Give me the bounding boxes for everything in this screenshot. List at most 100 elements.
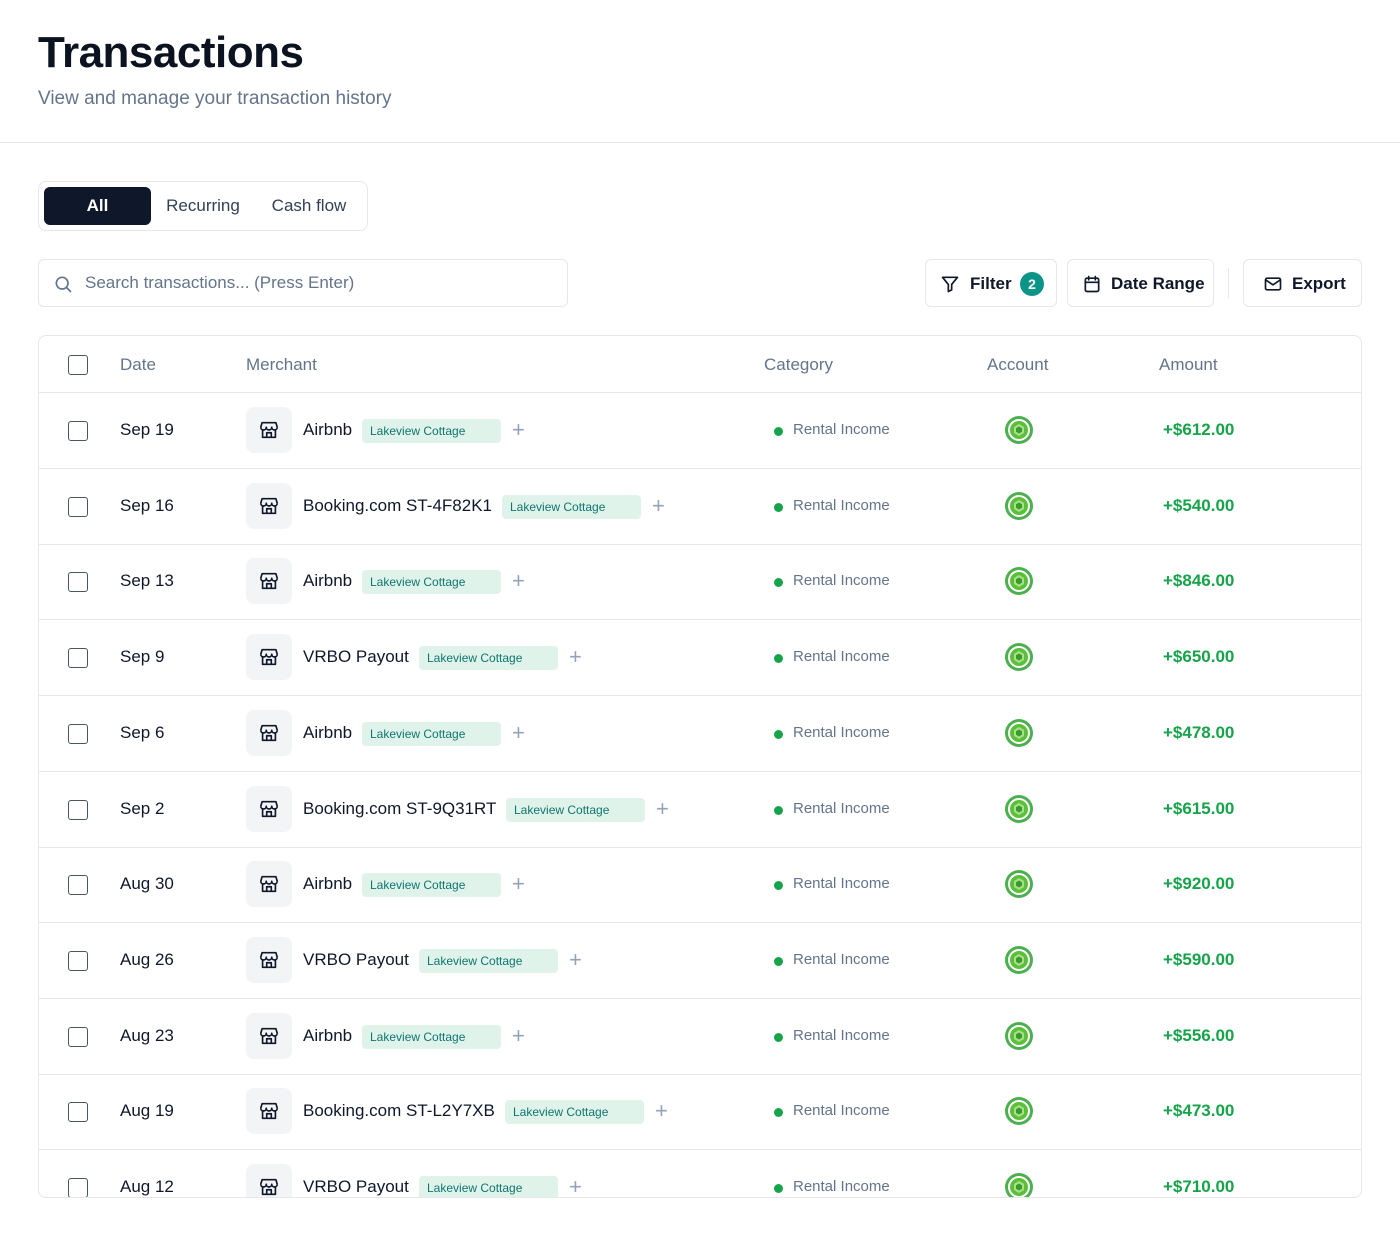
row-merchant[interactable]: Airbnb (303, 420, 353, 439)
merchant-avatar (246, 634, 292, 681)
row-category[interactable]: Rental Income (793, 572, 890, 590)
row-date: Aug 30 (120, 874, 174, 894)
row-account[interactable] (1004, 1096, 1034, 1126)
row-account[interactable] (1004, 1172, 1034, 1197)
row-account[interactable] (1004, 415, 1034, 445)
row-tag[interactable]: Lakeview Cottage (506, 797, 645, 822)
row-merchant[interactable]: Airbnb (303, 571, 353, 591)
account-logo-icon (1005, 870, 1033, 899)
category-dot (774, 881, 783, 891)
row-account[interactable] (1004, 1021, 1034, 1051)
row-tag[interactable]: Lakeview Cottage (362, 419, 501, 443)
row-account[interactable] (1004, 566, 1034, 596)
row-merchant[interactable]: Airbnb (303, 874, 353, 894)
row-checkbox[interactable] (68, 1102, 88, 1123)
row-tag[interactable]: Lakeview Cottage (362, 570, 501, 595)
row-category[interactable]: Rental Income (793, 1102, 890, 1120)
row-checkbox[interactable] (68, 572, 88, 593)
add-tag-plus-icon[interactable]: + (569, 946, 582, 972)
add-tag-plus-icon[interactable]: + (512, 719, 525, 745)
row-checkbox[interactable] (68, 1026, 88, 1047)
table-row[interactable]: Sep 13 Airbnb Lakeview Cottage + Rental Inco… (39, 544, 1361, 621)
column-header-date[interactable]: Date (120, 355, 156, 374)
row-category[interactable]: Rental Income (793, 1178, 890, 1195)
table-row[interactable]: Sep 16 Booking.com ST-4F82K1 Lakeview Cott… (39, 469, 1361, 545)
add-tag-plus-icon[interactable]: + (569, 1174, 582, 1198)
add-tag-plus-icon[interactable]: + (512, 871, 525, 897)
add-tag-plus-icon[interactable]: + (569, 644, 582, 670)
row-merchant[interactable]: VRBO Payout (303, 647, 409, 667)
table-row[interactable]: Aug 26 VRBO Payout Lakeview Cottage + Rental… (39, 923, 1361, 999)
row-checkbox[interactable] (68, 1178, 88, 1197)
column-header-account[interactable]: Account (987, 355, 1049, 374)
row-account[interactable] (1004, 642, 1034, 672)
column-header-category[interactable]: Category (764, 355, 833, 374)
row-account[interactable] (1004, 869, 1034, 899)
row-tag[interactable]: Lakeview Cottage (419, 646, 558, 671)
row-tag[interactable]: Lakeview Cottage (505, 1100, 644, 1125)
row-checkbox[interactable] (68, 950, 88, 971)
row-tag[interactable]: Lakeview Cottage (362, 1024, 501, 1049)
row-category[interactable]: Rental Income (793, 421, 890, 438)
row-account[interactable] (1004, 945, 1034, 975)
table-row[interactable]: Aug 12 VRBO Payout Lakeview Cottage + Rental… (39, 1150, 1361, 1198)
row-category[interactable]: Rental Income (793, 875, 890, 893)
row-merchant[interactable]: VRBO Payout (303, 949, 409, 969)
row-checkbox[interactable] (68, 421, 88, 441)
row-category[interactable]: Rental Income (793, 723, 890, 741)
table-row[interactable]: Sep 2 Booking.com ST-9Q31RT Lakeview Cotta… (39, 772, 1361, 848)
row-tag[interactable]: Lakeview Cottage (502, 494, 641, 519)
row-tag[interactable]: Lakeview Cottage (362, 721, 501, 746)
storefront-icon (259, 1103, 279, 1120)
category-dot (774, 427, 783, 436)
table-row[interactable]: Sep 19 Airbnb Lakeview Cottage + Rental Inco… (39, 393, 1361, 469)
table-row[interactable]: Sep 6 Airbnb Lakeview Cottage + Rental Incom… (39, 696, 1361, 772)
row-merchant[interactable]: Booking.com ST-L2Y7XB (303, 1101, 495, 1121)
add-tag-plus-icon[interactable]: + (512, 417, 525, 442)
row-tag[interactable]: Lakeview Cottage (362, 873, 501, 898)
row-account[interactable] (1004, 718, 1034, 748)
row-merchant[interactable]: VRBO Payout (303, 1177, 409, 1196)
add-tag-plus-icon[interactable]: + (652, 492, 665, 518)
tab-all[interactable]: All (44, 187, 151, 225)
row-category[interactable]: Rental Income (793, 648, 890, 666)
row-merchant[interactable]: Airbnb (303, 722, 353, 742)
add-tag-plus-icon[interactable]: + (656, 795, 669, 821)
row-category[interactable]: Rental Income (793, 496, 890, 514)
row-checkbox[interactable] (68, 875, 88, 896)
add-tag-plus-icon[interactable]: + (655, 1098, 668, 1124)
select-all-checkbox[interactable] (68, 355, 88, 375)
table-row[interactable]: Aug 19 Booking.com ST-L2Y7XB Lakeview Cott… (39, 1074, 1361, 1151)
row-merchant[interactable]: Airbnb (303, 1025, 353, 1045)
row-checkbox[interactable] (68, 723, 88, 744)
row-category[interactable]: Rental Income (793, 1026, 890, 1044)
tab-recurring[interactable]: Recurring (166, 196, 240, 215)
tab-cash-flow[interactable]: Cash flow (271, 196, 347, 215)
table-row[interactable]: Sep 9 VRBO Payout Lakeview Cottage + Rental … (39, 620, 1361, 697)
date-range-button[interactable]: Date Range (1067, 259, 1214, 307)
column-header-merchant[interactable]: Merchant (246, 355, 317, 374)
filter-button[interactable]: Filter 2 (925, 259, 1057, 307)
page-subtitle: View and manage your transaction history (38, 88, 392, 109)
row-merchant[interactable]: Booking.com ST-9Q31RT (303, 798, 497, 818)
row-category[interactable]: Rental Income (793, 950, 890, 968)
table-row[interactable]: Aug 30 Airbnb Lakeview Cottage + Rental Inco… (39, 847, 1361, 924)
row-category[interactable]: Rental Income (793, 799, 890, 817)
column-header-amount[interactable]: Amount (1159, 355, 1218, 374)
table-row[interactable]: Aug 23 Airbnb Lakeview Cottage + Rental Inco… (39, 999, 1361, 1075)
row-checkbox[interactable] (68, 648, 88, 669)
search-input[interactable] (85, 268, 555, 298)
row-checkbox[interactable] (68, 799, 88, 820)
row-account[interactable] (1004, 794, 1034, 824)
category-dot (774, 1108, 783, 1118)
row-tag[interactable]: Lakeview Cottage (419, 948, 558, 973)
row-tag[interactable]: Lakeview Cottage (419, 1176, 558, 1197)
row-checkbox[interactable] (68, 496, 88, 517)
row-date: Sep 19 (120, 420, 174, 439)
export-button[interactable]: Export (1243, 259, 1362, 307)
add-tag-plus-icon[interactable]: + (512, 1022, 525, 1048)
row-merchant[interactable]: Booking.com ST-4F82K1 (303, 495, 492, 515)
row-account[interactable] (1004, 491, 1034, 521)
row-amount: +$846.00 (1163, 571, 1235, 591)
add-tag-plus-icon[interactable]: + (512, 568, 525, 594)
